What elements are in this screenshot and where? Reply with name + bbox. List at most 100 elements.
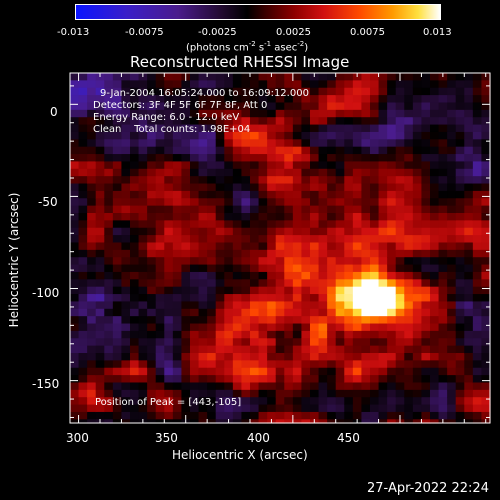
- heatmap-cell: [352, 95, 363, 104]
- heatmap-cell: [387, 330, 397, 339]
- heatmap-cell: [95, 279, 105, 288]
- heatmap-cell: [130, 220, 140, 229]
- heatmap-cell: [190, 154, 200, 163]
- heatmap-cell: [241, 242, 251, 251]
- heatmap-cell: [318, 301, 328, 310]
- heatmap-cell: [112, 419, 123, 424]
- heatmap-cell: [95, 124, 105, 133]
- heatmap-cell: [318, 220, 328, 229]
- heatmap-cell: [344, 146, 354, 155]
- heatmap-cell: [430, 198, 440, 207]
- heatmap-cell: [121, 375, 131, 384]
- heatmap-cell: [275, 227, 285, 236]
- heatmap-cell: [472, 286, 483, 295]
- heatmap-cell: [395, 168, 405, 177]
- heatmap-cell: [310, 102, 320, 111]
- heatmap-cell: [215, 360, 225, 369]
- heatmap-cell: [147, 249, 157, 258]
- heatmap-cell: [198, 345, 208, 354]
- heatmap-cell: [215, 80, 225, 89]
- heatmap-cell: [104, 286, 114, 295]
- heatmap-cell: [318, 382, 328, 391]
- heatmap-cell: [241, 375, 251, 384]
- heatmap-cell: [112, 286, 123, 295]
- heatmap-cell: [250, 168, 260, 177]
- heatmap-cell: [472, 353, 483, 361]
- heatmap-cell: [207, 389, 217, 398]
- heatmap-cell: [215, 404, 225, 413]
- heatmap-cell: [164, 389, 174, 398]
- heatmap-cell: [70, 345, 80, 354]
- heatmap-cell: [292, 345, 303, 354]
- heatmap-cell: [352, 330, 363, 339]
- heatmap-cell: [198, 338, 208, 347]
- heatmap-cell: [155, 301, 165, 310]
- heatmap-cell: [378, 146, 388, 155]
- heatmap-cell: [130, 308, 140, 317]
- heatmap-cell: [344, 367, 354, 376]
- heatmap-cell: [327, 294, 337, 303]
- heatmap-cell: [447, 411, 457, 420]
- heatmap-cell: [447, 301, 457, 310]
- heatmap-cell: [370, 161, 380, 170]
- heatmap-cell: [181, 367, 191, 376]
- heatmap-cell: [190, 257, 200, 266]
- heatmap-cell: [438, 124, 448, 133]
- heatmap-cell: [421, 80, 431, 89]
- heatmap-cell: [464, 397, 474, 406]
- heatmap-cell: [250, 161, 260, 170]
- heatmap-cell: [292, 382, 303, 391]
- heatmap-cell: [130, 190, 140, 199]
- heatmap-cell: [318, 353, 328, 361]
- heatmap-cell: [258, 338, 268, 347]
- heatmap-cell: [224, 190, 234, 199]
- heatmap-cell: [138, 213, 148, 221]
- heatmap-cell: [464, 176, 474, 185]
- heatmap-cell: [455, 338, 465, 347]
- heatmap-cell: [78, 249, 88, 258]
- heatmap-cell: [387, 109, 397, 118]
- heatmap-cell: [335, 139, 345, 148]
- heatmap-cell: [138, 338, 148, 347]
- y-tick-label: -100: [32, 286, 60, 300]
- heatmap-cell: [301, 397, 311, 406]
- heatmap-cell: [130, 124, 140, 133]
- heatmap-cell: [70, 176, 80, 185]
- heatmap-cell: [292, 131, 303, 140]
- heatmap-cell: [121, 109, 131, 118]
- heatmap-cell: [250, 338, 260, 347]
- heatmap-cell: [438, 109, 448, 118]
- heatmap-cell: [207, 168, 217, 177]
- heatmap-cell: [412, 367, 423, 376]
- heatmap-cell: [344, 389, 354, 398]
- heatmap-cell: [447, 198, 457, 207]
- heatmap-cell: [232, 124, 243, 133]
- heatmap-cell: [181, 198, 191, 207]
- heatmap-cell: [370, 323, 380, 332]
- heatmap-cell: [78, 382, 88, 391]
- heatmap-cell: [421, 176, 431, 185]
- heatmap-cell: [241, 220, 251, 229]
- heatmap-cell: [181, 257, 191, 266]
- heatmap-cell: [370, 375, 380, 384]
- heatmap-cell: [258, 308, 268, 317]
- heatmap-cell: [421, 286, 431, 295]
- heatmap-cell: [335, 124, 345, 133]
- heatmap-cell: [455, 264, 465, 273]
- heatmap-cell: [412, 249, 423, 258]
- heatmap-cell: [361, 249, 371, 258]
- heatmap-cell: [198, 73, 208, 81]
- axis-ticks: [70, 73, 490, 423]
- heatmap-cell: [267, 227, 277, 236]
- heatmap-cell: [430, 345, 440, 354]
- heatmap-cell: [447, 139, 457, 148]
- heatmap-cell: [207, 323, 217, 332]
- heatmap-cell: [404, 117, 414, 126]
- heatmap-cell: [275, 168, 285, 177]
- heatmap-cell: [155, 353, 165, 361]
- heatmap-cell: [472, 279, 483, 288]
- heatmap-cell: [104, 190, 114, 199]
- heatmap-cell: [430, 117, 440, 126]
- heatmap-cell: [147, 198, 157, 207]
- heatmap-cell: [361, 294, 371, 303]
